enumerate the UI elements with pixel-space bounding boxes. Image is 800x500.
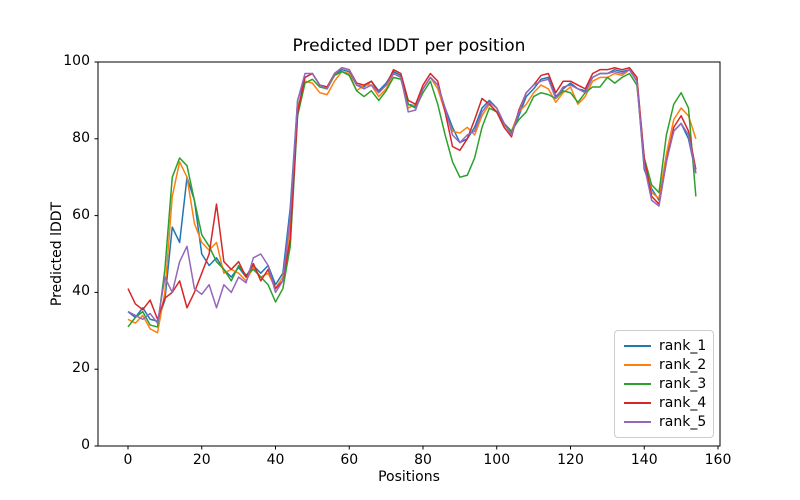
x-tick-label: 120	[557, 452, 584, 468]
x-tick-label: 140	[630, 452, 658, 468]
y-tick-label: 40	[72, 283, 90, 300]
legend: rank_1 rank_2 rank_3 rank_4 rank_5	[614, 330, 714, 438]
legend-line-sample	[624, 402, 651, 405]
legend-entry-rank_1: rank_1	[624, 336, 707, 355]
x-tick-label: 0	[123, 452, 133, 468]
y-tick-label: 0	[81, 437, 90, 453]
tick-marks	[94, 61, 719, 450]
y-tick-label: 100	[63, 53, 90, 69]
y-tick-label: 80	[72, 129, 90, 146]
legend-entry-rank_3: rank_3	[624, 374, 707, 393]
series-line-rank_4	[127, 67, 697, 321]
legend-entry-rank_2: rank_2	[624, 355, 707, 374]
x-tick-label: 40	[266, 452, 285, 468]
legend-line-sample	[624, 421, 651, 424]
legend-label: rank_2	[659, 356, 707, 373]
axes-spines	[97, 61, 721, 447]
legend-line-sample	[624, 344, 651, 347]
series-line-rank_3	[127, 70, 697, 328]
legend-line-sample	[624, 363, 651, 366]
x-tick-label: 20	[192, 452, 211, 468]
legend-label: rank_3	[659, 375, 707, 392]
legend-label: rank_4	[659, 395, 707, 412]
x-tick-label: 60	[340, 452, 359, 468]
x-tick-label: 80	[414, 452, 432, 468]
legend-entry-rank_5: rank_5	[624, 413, 707, 432]
series-line-rank_5	[127, 67, 697, 324]
legend-entry-rank_4: rank_4	[624, 394, 707, 413]
x-axis-label: Positions	[378, 469, 440, 485]
series-lines	[127, 67, 697, 334]
series-line-rank_2	[127, 68, 697, 334]
chart-title: Predicted lDDT per position	[292, 36, 526, 56]
legend-label: rank_5	[659, 414, 707, 431]
x-tick-label: 100	[483, 452, 511, 468]
series-line-rank_1	[127, 68, 697, 322]
y-tick-label: 20	[72, 360, 90, 377]
x-tick-label: 160	[704, 452, 732, 468]
legend-label: rank_1	[659, 337, 707, 354]
y-tick-label: 60	[72, 206, 90, 223]
legend-line-sample	[624, 382, 651, 385]
